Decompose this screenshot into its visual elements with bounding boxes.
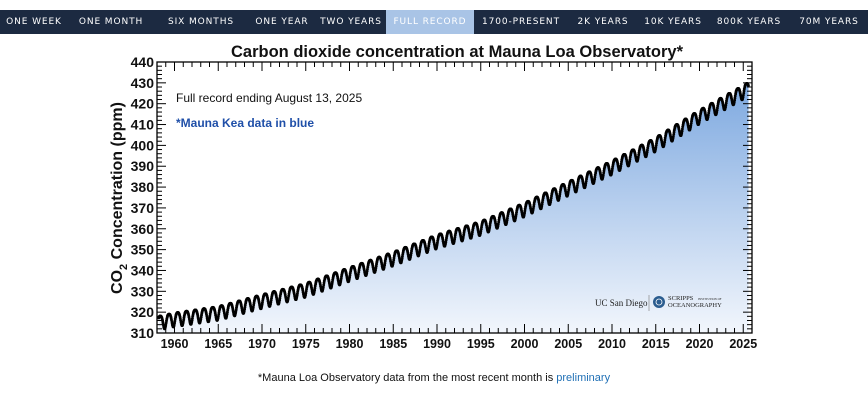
tab-1700-present[interactable]: 1700-PRESENT [482, 17, 560, 27]
x-tick-label: 2005 [554, 337, 582, 351]
y-tick-label: 410 [131, 117, 155, 133]
x-tick-label: 2020 [686, 337, 714, 351]
tab-800k-years[interactable]: 800K YEARS [716, 17, 782, 27]
data-point [689, 121, 693, 125]
y-axis-label-suffix: Concentration (ppm) [109, 102, 126, 264]
footnote: *Mauna Loa Observatory data from the mos… [0, 372, 868, 384]
x-tick-label: 2010 [598, 337, 626, 351]
x-tick-label: 2000 [511, 337, 539, 351]
y-tick-label: 440 [131, 54, 155, 70]
tab-one-year[interactable]: ONE YEAR [255, 17, 309, 27]
data-point [523, 211, 527, 215]
x-tick-label: 1985 [379, 337, 407, 351]
y-axis-label-subscript: 2 [118, 264, 130, 270]
data-point [636, 155, 640, 159]
y-tick-label: 370 [131, 200, 155, 216]
tab-70m-years[interactable]: 70M YEARS [799, 17, 859, 27]
data-point [593, 175, 597, 179]
chart-title: Carbon dioxide concentration at Mauna Lo… [231, 43, 684, 61]
data-point [671, 135, 675, 139]
scripps-logo-line1: SCRIPPS [668, 295, 694, 302]
x-tick-label: 1975 [292, 337, 320, 351]
data-point [724, 101, 728, 105]
x-tick-label: 1995 [467, 337, 495, 351]
y-axis-label: CO2 Concentration (ppm) [109, 102, 130, 294]
tab-two-years[interactable]: TWO YEARS [320, 17, 382, 27]
scripps-seal-icon [653, 296, 665, 308]
x-tick-label: 1965 [204, 337, 232, 351]
data-point [742, 91, 746, 95]
data-point [715, 108, 719, 112]
x-tick-label: 1960 [161, 337, 189, 351]
area-fill-layer [158, 83, 749, 333]
mauna-kea-note: *Mauna Kea data in blue [176, 116, 314, 130]
tab-one-month[interactable]: ONE MONTH [78, 17, 144, 27]
tab-2k-years[interactable]: 2K YEARS [577, 17, 629, 27]
y-tick-label: 430 [131, 75, 155, 91]
record-note: Full record ending August 13, 2025 [176, 91, 362, 105]
y-tick-label: 380 [131, 179, 155, 195]
preliminary-link[interactable]: preliminary [556, 372, 611, 384]
data-point [619, 162, 623, 166]
timescale-tabbar: ONE WEEK ONE MONTH SIX MONTHS ONE YEAR TWO Y… [0, 10, 868, 34]
scripps-logo-small: INSTITUTION OF [698, 297, 722, 301]
tab-one-week[interactable]: ONE WEEK [6, 17, 62, 27]
scripps-seal-inner-icon [655, 298, 663, 306]
x-tick-label: 1980 [336, 337, 364, 351]
y-axis-label-prefix: CO [109, 270, 126, 294]
x-tick-label: 1990 [423, 337, 451, 351]
y-tick-label: 310 [131, 325, 155, 341]
data-point [654, 146, 658, 150]
data-point [698, 118, 702, 122]
y-tick-label: 330 [131, 283, 155, 299]
data-point [628, 157, 632, 161]
y-tick-label: 360 [131, 221, 155, 237]
y-tick-label: 390 [131, 158, 155, 174]
tab-10k-years[interactable]: 10K YEARS [644, 17, 702, 27]
data-point [707, 111, 711, 115]
logos: UC San Diego SCRIPPS INSTITUTION OF OCEA… [595, 295, 722, 311]
data-point [601, 173, 605, 177]
tab-six-months[interactable]: SIX MONTHS [168, 17, 234, 27]
data-point [689, 124, 693, 128]
y-tick-label: 400 [131, 137, 155, 153]
data-point [663, 140, 667, 144]
data-point [746, 84, 750, 87]
axes-layer: 1960 1965 1970 1975 1980 1985 1990 1995 2000 2005… [131, 54, 758, 351]
footnote-text: *Mauna Loa Observatory data from the mos… [257, 372, 557, 384]
tab-full-record[interactable]: FULL RECORD [386, 10, 474, 34]
y-tick-label: 320 [131, 304, 155, 320]
x-tick-label: 1970 [248, 337, 276, 351]
x-tick-label: 2015 [642, 337, 670, 351]
scripps-logo-line2: OCEANOGRAPHY [668, 302, 722, 309]
data-point [680, 127, 684, 131]
y-tick-label: 340 [131, 262, 155, 278]
ucsd-logo: UC San Diego [595, 298, 648, 308]
x-tick-label: 2025 [729, 337, 757, 351]
data-point [733, 98, 737, 102]
data-point [584, 179, 588, 183]
area-fill [158, 83, 749, 333]
y-tick-label: 350 [131, 242, 155, 258]
co2-chart: Carbon dioxide concentration at Mauna Lo… [109, 43, 758, 351]
data-points-layer [157, 82, 750, 331]
data-point [680, 129, 684, 133]
y-tick-label: 420 [131, 96, 155, 112]
